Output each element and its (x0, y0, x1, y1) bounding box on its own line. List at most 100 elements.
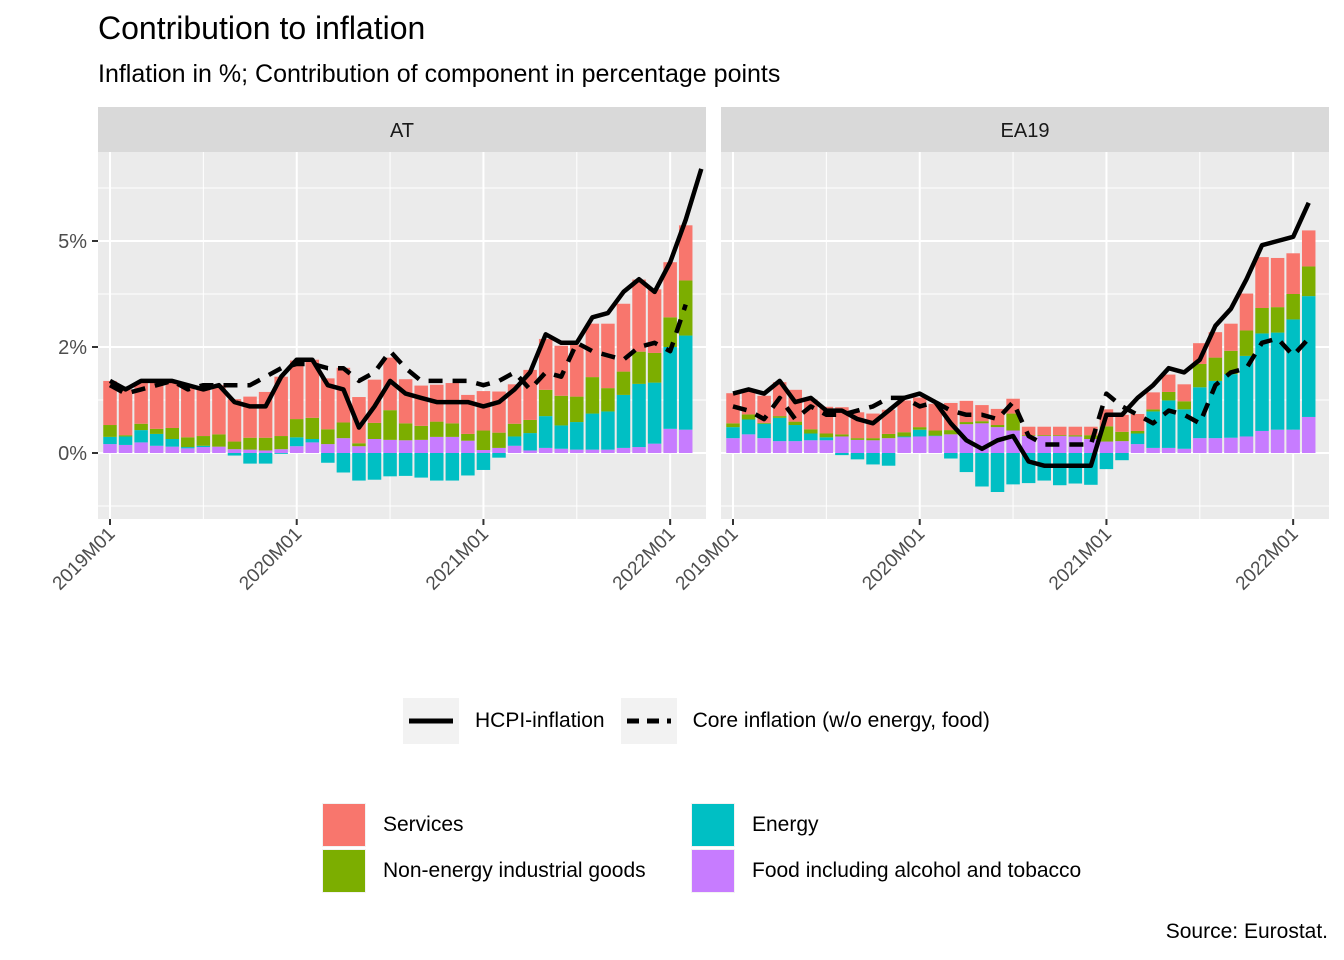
bar-segment (103, 380, 117, 426)
bar-segment (1177, 401, 1191, 410)
bar-segment (881, 433, 896, 439)
bar-segment (835, 434, 849, 437)
bar-segment (165, 427, 179, 440)
line-legend: HCPI-inflation Core inflation (w/o energ… (403, 698, 1006, 744)
bar-segment (274, 436, 288, 450)
bar-segment (1115, 431, 1129, 442)
bar-segment (1270, 429, 1285, 453)
bar-segment (336, 422, 351, 439)
bar-segment (1053, 453, 1067, 486)
bar-segment (1146, 411, 1160, 448)
x-tick-label: 2021M01 (422, 524, 493, 595)
bar-segment (461, 440, 475, 453)
bar-segment (523, 419, 537, 434)
bar-segment (461, 433, 475, 441)
bar-segment (1161, 447, 1176, 453)
bar-segment (274, 449, 288, 453)
bar-segment (1130, 430, 1145, 434)
legend-key-core (620, 698, 677, 744)
bar-segment (1037, 436, 1051, 453)
bar-segment (212, 385, 226, 435)
bar-segment (632, 279, 646, 352)
bar-segment (1255, 430, 1269, 453)
bar-segment (897, 437, 911, 453)
bar-segment (647, 443, 662, 453)
bar-segment (1068, 453, 1083, 484)
bar-segment (772, 441, 787, 453)
bar-segment (616, 303, 631, 372)
bar-segment (897, 436, 911, 438)
bar-segment (897, 400, 911, 433)
bar-segment (321, 378, 335, 430)
bar-segment (726, 423, 740, 428)
bar-segment (1084, 426, 1098, 436)
legend-label-services: Services (383, 813, 464, 836)
bar-segment (1146, 392, 1160, 410)
bar-segment (507, 445, 522, 453)
bar-segment (1177, 384, 1191, 402)
bar-segment (897, 432, 911, 437)
chart-title: Contribution to inflation (98, 10, 426, 46)
x-tick-label: 2019M01 (49, 524, 120, 595)
bar-segment (1146, 409, 1160, 412)
bar-segment (476, 391, 491, 431)
bar-segment (1224, 437, 1238, 453)
y-tick-label: 0% (58, 443, 87, 465)
bar-segment (1115, 453, 1129, 461)
bar-segment (1053, 435, 1067, 437)
bar-segment (134, 383, 148, 424)
bar-segment (352, 453, 366, 481)
bar-segment (647, 289, 662, 353)
bar-segment (601, 411, 615, 450)
bar-segment (741, 419, 756, 435)
bar-segment (274, 453, 288, 454)
bar-segment (570, 422, 584, 450)
bar-segment (383, 439, 397, 453)
bar-segment (616, 371, 631, 395)
bar-segment (959, 453, 974, 473)
bar-segment (757, 422, 771, 424)
bar-segment (647, 382, 662, 444)
bar-segment (289, 437, 304, 447)
hcpi-line (108, 168, 704, 430)
bar-segment (305, 359, 320, 418)
bar-segment (788, 441, 802, 453)
bar-segment (788, 421, 802, 426)
bar-segment (181, 437, 195, 448)
bar-segment (1161, 374, 1176, 392)
faceted-chart: AT 2019M01 2020M01 2021M01 2022M01 EA19 2019M0… (49, 107, 1329, 595)
facet-strip (721, 107, 1329, 152)
bar-segment (165, 439, 179, 447)
legend-key-hcpi (403, 698, 459, 744)
bar-segment (741, 414, 756, 420)
bar-segment (305, 442, 320, 453)
bar-segment (1301, 266, 1316, 297)
bar-segment (212, 434, 226, 447)
bar-segment (772, 416, 787, 418)
facet-label: EA19 (1001, 120, 1050, 142)
bar-segment (912, 429, 927, 437)
bar-segment (1130, 444, 1145, 453)
bar-segment (149, 380, 164, 429)
bar-segment (928, 435, 943, 437)
bar-segment (959, 422, 974, 425)
bar-segment (258, 453, 273, 464)
bar-segment (352, 443, 366, 447)
bar-segment (804, 433, 818, 441)
bar-segment (1255, 307, 1269, 334)
bar-segment (1301, 416, 1316, 453)
x-tick-label: 2019M01 (672, 524, 743, 595)
bar-segment (804, 440, 818, 453)
bar-segment (103, 444, 117, 453)
bar-segment (1224, 374, 1238, 438)
chart-subtitle: Inflation in %; Contribution of componen… (98, 60, 781, 88)
hcpi-line (732, 201, 1311, 468)
bar-segment (1177, 448, 1191, 453)
bar-segment (1068, 435, 1083, 437)
bar-segment (305, 439, 320, 443)
bar-segment (1239, 330, 1254, 356)
bar-segment (1161, 400, 1176, 448)
bar-segment (321, 444, 335, 453)
bar-segment (632, 351, 646, 384)
bar-segment (1224, 350, 1238, 375)
